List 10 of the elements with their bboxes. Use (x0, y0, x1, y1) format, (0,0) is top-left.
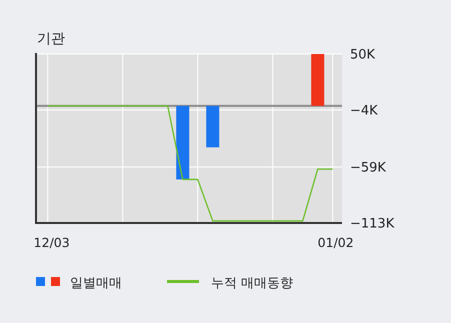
x-tick-label: 12/03 (34, 235, 70, 250)
legend-label: 누적 매매동향 (211, 276, 294, 291)
x-tick-label: 01/02 (318, 235, 354, 250)
y-tick-label: −59K (350, 160, 386, 176)
y-tick-label: −4K (350, 103, 378, 118)
y-tick-label: −113K (350, 216, 395, 232)
chart-title: 기관 (37, 31, 65, 47)
legend-label: 일별매매 (70, 276, 122, 291)
y-tick-label: 50K (350, 48, 376, 62)
line-series (47, 105, 334, 222)
